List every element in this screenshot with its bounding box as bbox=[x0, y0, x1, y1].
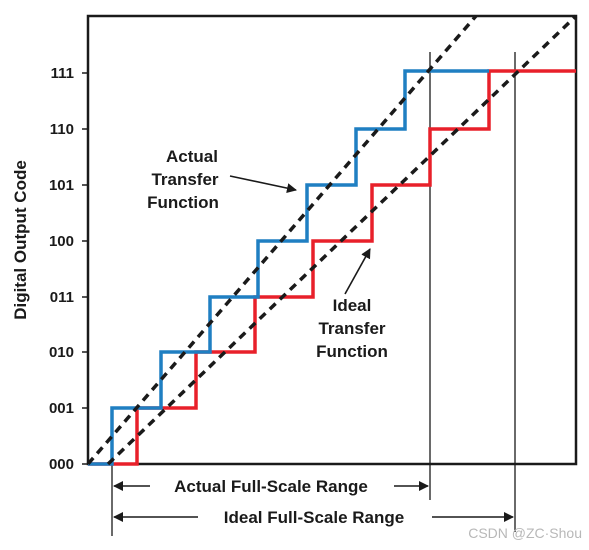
code-label-000: 000 bbox=[49, 456, 74, 473]
y-axis-title: Digital Output Code bbox=[11, 160, 30, 320]
actual-annotation-line-1: Actual bbox=[166, 147, 218, 166]
code-label-001: 001 bbox=[49, 400, 74, 417]
actual-full-scale-range: Actual Full-Scale Range bbox=[113, 477, 429, 496]
code-label-010: 010 bbox=[49, 344, 74, 361]
actual-annotation-line-2: Transfer bbox=[151, 170, 218, 189]
ideal-annotation-line-2: Transfer bbox=[318, 319, 385, 338]
actual-transfer-dashed-line bbox=[86, 14, 478, 466]
y-axis-tick-marks bbox=[82, 72, 88, 465]
ideal-full-scale-range: Ideal Full-Scale Range bbox=[113, 508, 514, 527]
actual-transfer-annotation: Actual Transfer Function bbox=[147, 147, 297, 212]
code-label-101: 101 bbox=[49, 177, 74, 194]
actual-range-label: Actual Full-Scale Range bbox=[174, 477, 368, 496]
code-label-110: 110 bbox=[50, 121, 74, 138]
range-reference-lines bbox=[111, 52, 516, 536]
ideal-transfer-dashed-line bbox=[106, 14, 578, 466]
csdn-watermark: CSDN @ZC·Shou bbox=[468, 525, 582, 541]
ideal-annotation-line-1: Ideal bbox=[333, 296, 372, 315]
plot-area-frame bbox=[86, 14, 578, 466]
ideal-annotation-line-3: Function bbox=[316, 342, 388, 361]
code-label-011: 011 bbox=[50, 289, 74, 306]
ideal-transfer-annotation: Ideal Transfer Function bbox=[316, 248, 388, 361]
y-axis-tick-labels: 000 001 010 011 100 101 110 111 bbox=[49, 65, 74, 473]
actual-annotation-line-3: Function bbox=[147, 193, 219, 212]
ideal-annotation-arrow bbox=[344, 248, 371, 295]
code-label-100: 100 bbox=[49, 233, 74, 250]
actual-annotation-arrow bbox=[229, 175, 297, 194]
ideal-range-label: Ideal Full-Scale Range bbox=[224, 508, 404, 527]
code-label-111: 111 bbox=[51, 65, 74, 82]
